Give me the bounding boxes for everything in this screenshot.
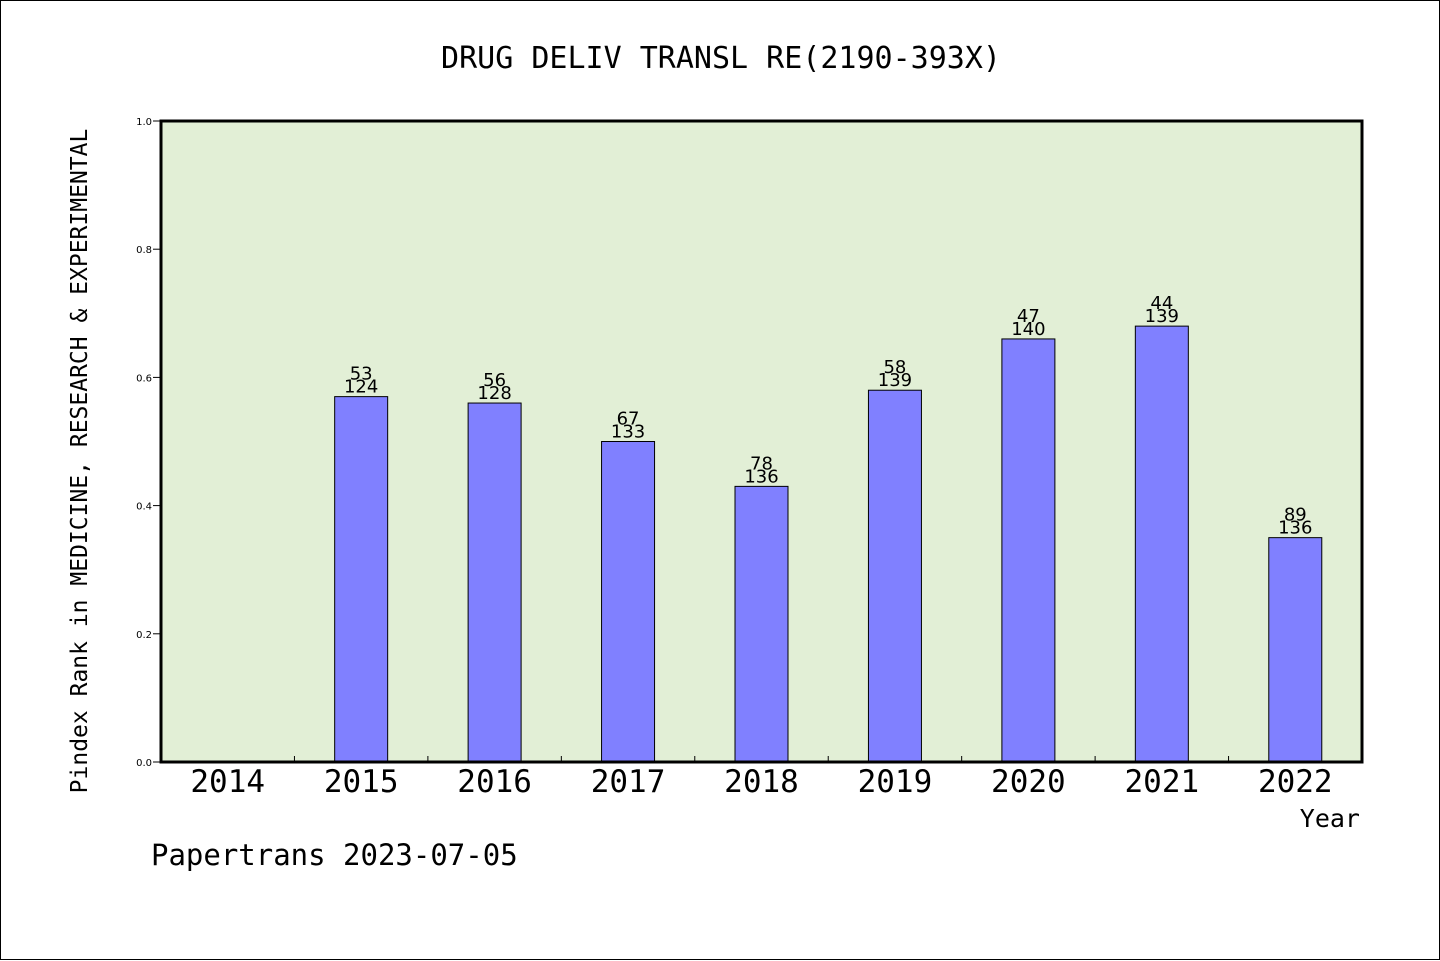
bar-rank-label: 89 <box>1284 505 1307 526</box>
y-axis-ticks: 0.0 0.2 0.4 0.6 0.8 1.0 <box>136 117 161 769</box>
x-tick-label: 2014 <box>190 764 265 800</box>
y-tick-label: 0.6 <box>136 373 152 384</box>
bar-rank-label: 56 <box>483 370 506 391</box>
bar-rank-label: 78 <box>750 453 773 474</box>
bar-total-label: 140 <box>1011 319 1045 340</box>
y-tick-label: 0.4 <box>136 502 152 513</box>
bar-rank-label: 47 <box>1017 306 1040 327</box>
bar-2020 <box>1001 338 1056 763</box>
x-tick-label: 2016 <box>457 764 532 800</box>
bar-rank-label: 67 <box>617 409 640 430</box>
y-tick-label: 0.8 <box>136 245 152 256</box>
plot-border <box>159 119 1364 764</box>
x-tick-label: 2017 <box>591 764 666 800</box>
y-axis-label: Pindex Rank in MEDICINE, RESEARCH & EXPE… <box>67 129 93 794</box>
bar-total-label: 133 <box>611 422 645 443</box>
bar-total-label: 128 <box>477 383 511 404</box>
x-tick-label: 2021 <box>1125 764 1200 800</box>
bar-2018 <box>734 485 789 763</box>
bar-rank-label: 53 <box>350 364 373 385</box>
bar-total-label: 136 <box>1278 518 1312 539</box>
x-tick-label: 2019 <box>858 764 933 800</box>
bar-2015 <box>334 396 389 763</box>
x-axis-ticks: 2014 2015 2016 2017 2018 2019 2020 2021 2022 <box>190 756 1333 800</box>
footer-credit: Papertrans 2023-07-05 <box>151 838 518 872</box>
bar-total-label: 139 <box>1145 306 1179 327</box>
bar-rank-label: 44 <box>1150 293 1173 314</box>
bar-total-label: 124 <box>344 377 378 398</box>
bar-2022 <box>1268 537 1323 763</box>
bar-2019 <box>867 389 922 763</box>
bar-total-label: 139 <box>878 370 912 391</box>
bar-2017 <box>601 441 656 763</box>
x-tick-label: 2022 <box>1258 764 1333 800</box>
bar-total-label: 136 <box>744 466 778 487</box>
bar-rank-label: 58 <box>883 357 906 378</box>
x-axis-label: Year <box>1300 804 1360 833</box>
bars <box>334 325 1323 763</box>
x-tick-label: 2015 <box>324 764 399 800</box>
y-tick-label: 1.0 <box>136 117 152 128</box>
x-tick-label: 2020 <box>991 764 1066 800</box>
bar-2021 <box>1134 325 1189 763</box>
y-tick-label: 0.2 <box>136 630 152 641</box>
y-tick-label: 0.0 <box>136 758 152 769</box>
chart-title: DRUG DELIV TRANSL RE(2190-393X) <box>441 41 1001 76</box>
x-tick-label: 2018 <box>724 764 799 800</box>
bar-2016 <box>467 402 522 763</box>
